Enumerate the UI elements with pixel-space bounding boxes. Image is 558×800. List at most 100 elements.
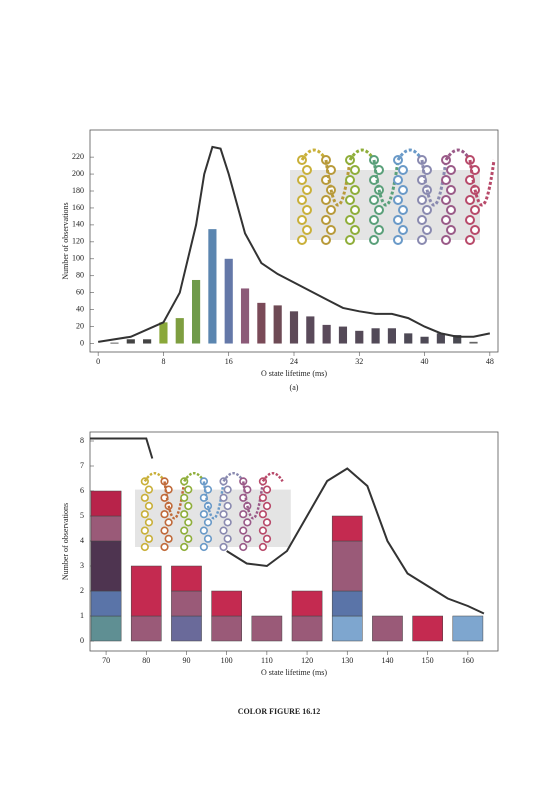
residue — [446, 185, 456, 195]
y-tick-label: 40 — [76, 304, 84, 313]
residue — [417, 215, 427, 225]
residue — [160, 526, 169, 535]
residue — [184, 518, 193, 527]
residue — [350, 165, 360, 175]
y-tick-label: 4 — [80, 536, 84, 545]
residue — [470, 205, 480, 215]
bar — [404, 333, 413, 344]
curve — [90, 437, 485, 615]
loop — [222, 471, 245, 483]
residue — [350, 225, 360, 235]
residue — [140, 510, 149, 519]
x-tick-label: 160 — [462, 656, 474, 665]
residue — [369, 195, 379, 205]
bar-segment — [211, 615, 242, 642]
residue — [199, 542, 208, 552]
residue — [144, 501, 154, 511]
x-axis-label: O state lifetime (ms) — [261, 369, 327, 378]
residue — [223, 518, 232, 527]
residue — [326, 225, 336, 235]
loop — [183, 471, 205, 483]
x-tick-label: 90 — [182, 656, 190, 665]
bar-segment — [331, 540, 363, 592]
residue — [345, 215, 355, 225]
residue — [164, 518, 173, 527]
residue — [297, 215, 307, 225]
residue — [398, 165, 408, 175]
x-tick-label: 120 — [301, 656, 313, 665]
residue — [398, 205, 408, 215]
bar-segment — [130, 615, 162, 642]
panel-label: (a) — [290, 383, 299, 392]
x-tick-label: 48 — [486, 357, 494, 366]
residue — [393, 215, 403, 225]
bar — [143, 339, 152, 344]
bar — [371, 328, 380, 344]
bar — [224, 258, 233, 344]
residue — [144, 485, 154, 494]
y-tick-label: 160 — [72, 203, 84, 212]
x-tick-label: 100 — [221, 656, 233, 665]
x-tick-label: 130 — [341, 656, 353, 665]
loop — [261, 471, 284, 483]
residue — [441, 195, 451, 205]
bar-segment — [211, 590, 242, 617]
loop — [468, 159, 496, 207]
y-tick-label: 7 — [80, 461, 84, 470]
residue — [223, 534, 232, 543]
residue — [321, 195, 331, 205]
bar-segment — [171, 565, 202, 592]
y-tick-label: 80 — [76, 271, 84, 280]
residue — [350, 185, 360, 195]
loop — [348, 148, 376, 161]
residue — [369, 215, 379, 225]
residue — [441, 175, 451, 185]
bar — [338, 326, 348, 344]
bar-segment — [331, 615, 363, 642]
residue — [350, 205, 360, 215]
bar-segment — [90, 615, 122, 642]
loop — [163, 481, 186, 520]
residue — [393, 235, 403, 245]
loop — [202, 481, 225, 520]
y-tick-label: 60 — [76, 288, 84, 297]
x-tick-label: 16 — [225, 357, 233, 366]
bar-segment — [90, 515, 122, 542]
residue — [422, 205, 432, 215]
topology-inset — [290, 148, 496, 245]
bar — [159, 322, 168, 344]
y-tick-label: 1 — [80, 611, 84, 620]
bar — [110, 342, 119, 344]
bar-segment — [90, 540, 122, 592]
residue — [446, 205, 456, 215]
residue — [374, 225, 384, 235]
residue — [180, 510, 189, 519]
bar — [420, 336, 429, 344]
residue — [144, 534, 154, 543]
residue — [140, 526, 149, 535]
residue — [184, 534, 193, 543]
curve — [98, 145, 491, 343]
residue — [297, 195, 307, 205]
x-tick-label: 70 — [102, 656, 110, 665]
bar-segment — [372, 615, 403, 642]
residue — [398, 225, 408, 235]
residue — [262, 485, 272, 494]
residue — [369, 235, 379, 245]
bar — [469, 341, 478, 344]
residue — [321, 235, 331, 245]
bar — [208, 229, 217, 344]
residue — [441, 215, 451, 225]
bar-segment — [452, 615, 484, 642]
residue — [223, 485, 232, 494]
residue — [180, 542, 189, 552]
bar — [306, 316, 315, 344]
residue — [398, 185, 408, 195]
caption: COLOR FIGURE 16.12 — [238, 707, 320, 716]
residue — [219, 493, 228, 502]
x-tick-label: 80 — [142, 656, 150, 665]
x-tick-label: 24 — [290, 357, 298, 366]
x-tick-label: 32 — [355, 357, 363, 366]
